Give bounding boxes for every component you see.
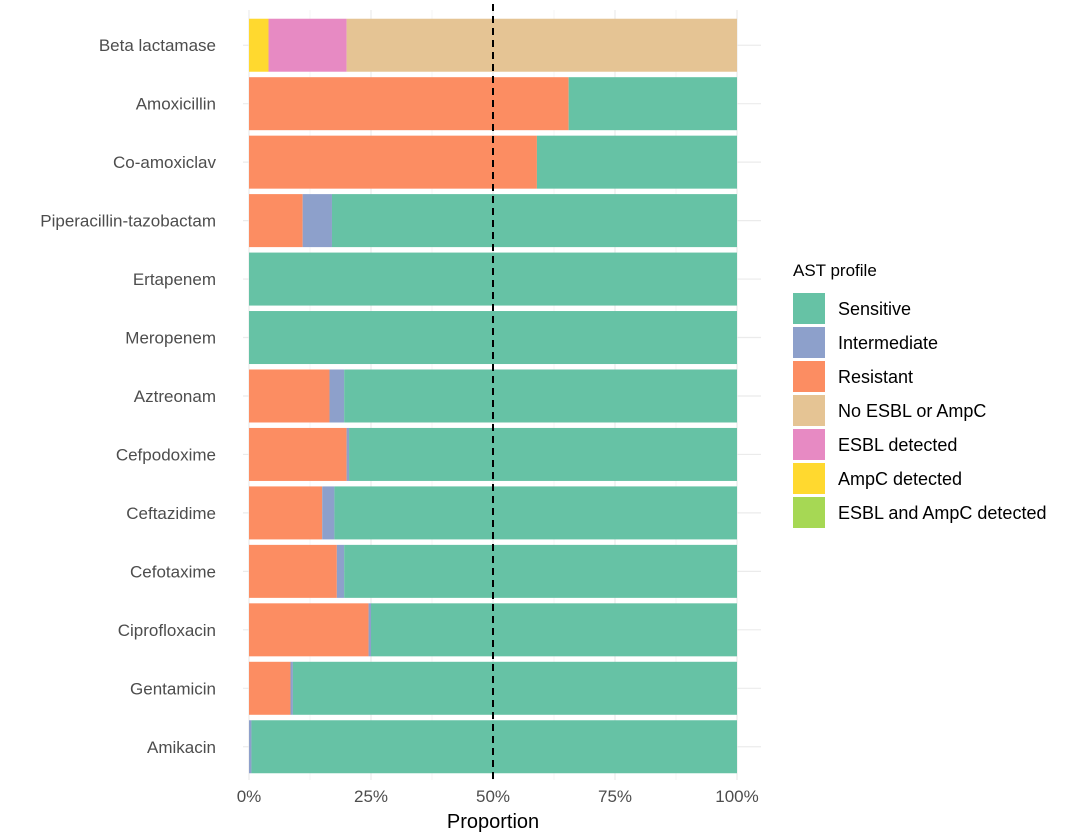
legend: AST profile Sensitive Intermediate Resista… — [793, 261, 1046, 528]
bar-segment-intermediate — [302, 194, 332, 248]
x-tick-label: 75% — [598, 787, 632, 806]
bar-segment-sensitive — [344, 544, 737, 598]
x-tick-label: 0% — [237, 787, 262, 806]
bar-segment-intermediate — [322, 486, 335, 540]
y-tick-label: Beta lactamase — [99, 36, 216, 55]
bar-segment-sensitive — [331, 194, 737, 248]
bar-segment-resistant — [249, 77, 569, 131]
bar-segment-resistant — [249, 369, 330, 423]
bar-segment-sensitive — [292, 661, 737, 715]
x-axis-title: Proportion — [447, 811, 539, 832]
bar-segment-resistant — [249, 486, 323, 540]
bar-segment-resistant — [249, 427, 347, 481]
bar-segment-no-esbl-or-ampc — [346, 18, 737, 72]
bar-segment-resistant — [249, 661, 291, 715]
legend-swatch — [793, 327, 825, 358]
y-tick-label: Piperacillin-tazobactam — [40, 212, 216, 231]
y-tick-label: Amikacin — [147, 738, 216, 757]
bar-segment-sensitive — [344, 369, 737, 423]
y-tick-label: Ceftazidime — [126, 504, 216, 523]
legend-swatch — [793, 497, 825, 528]
bar-segment-resistant — [249, 603, 369, 657]
y-tick-label: Ertapenem — [133, 270, 216, 289]
legend-swatch — [793, 429, 825, 460]
y-tick-label: Cefotaxime — [130, 562, 216, 581]
bar-segment-resistant — [249, 544, 337, 598]
bar-segment-intermediate — [290, 661, 293, 715]
bars-layer — [249, 18, 737, 774]
y-tick-label: Aztreonam — [134, 387, 216, 406]
x-tick-label: 25% — [354, 787, 388, 806]
legend-label: ESBL and AmpC detected — [838, 503, 1046, 523]
legend-swatch — [793, 293, 825, 324]
bar-segment-intermediate — [249, 720, 252, 774]
y-axis-labels: Beta lactamase Amoxicillin Co-amoxiclav Pip… — [40, 36, 216, 757]
bar-segment-intermediate — [329, 369, 345, 423]
bar-segment-sensitive — [371, 603, 737, 657]
bar-segment-resistant — [249, 194, 303, 248]
bar-segment-intermediate — [346, 427, 350, 481]
y-tick-label: Gentamicin — [130, 679, 216, 698]
x-tick-label: 50% — [476, 787, 510, 806]
bar-segment-sensitive — [568, 77, 737, 131]
bar-segment-sensitive — [334, 486, 737, 540]
legend-swatch — [793, 361, 825, 392]
legend-label: Sensitive — [838, 299, 911, 319]
bar-segment-intermediate — [336, 544, 345, 598]
bar-segment-sensitive — [251, 720, 737, 774]
bar-segment-intermediate — [368, 603, 371, 657]
y-tick-label: Meropenem — [125, 329, 216, 348]
legend-label: No ESBL or AmpC — [838, 401, 986, 421]
legend-label: Resistant — [838, 367, 913, 387]
y-tick-label: Cefpodoxime — [116, 445, 216, 464]
bar-segment-esbl-detected — [268, 18, 347, 72]
bar-segment-ampc-detected — [249, 18, 269, 72]
x-tick-label: 100% — [715, 787, 758, 806]
legend-label: Intermediate — [838, 333, 938, 353]
bar-segment-sensitive — [349, 427, 737, 481]
legend-items: Sensitive Intermediate Resistant No ESBL or… — [793, 293, 1046, 528]
legend-label: AmpC detected — [838, 469, 962, 489]
bar-segment-sensitive — [536, 135, 737, 189]
y-tick-label: Co-amoxiclav — [113, 153, 216, 172]
legend-swatch — [793, 463, 825, 494]
legend-title: AST profile — [793, 261, 877, 280]
y-tick-label: Amoxicillin — [136, 95, 216, 114]
y-tick-label: Ciprofloxacin — [118, 621, 216, 640]
bar-segment-resistant — [249, 135, 537, 189]
legend-swatch — [793, 395, 825, 426]
x-axis-labels: 0% 25% 50% 75% 100% — [237, 787, 759, 806]
legend-label: ESBL detected — [838, 435, 957, 455]
